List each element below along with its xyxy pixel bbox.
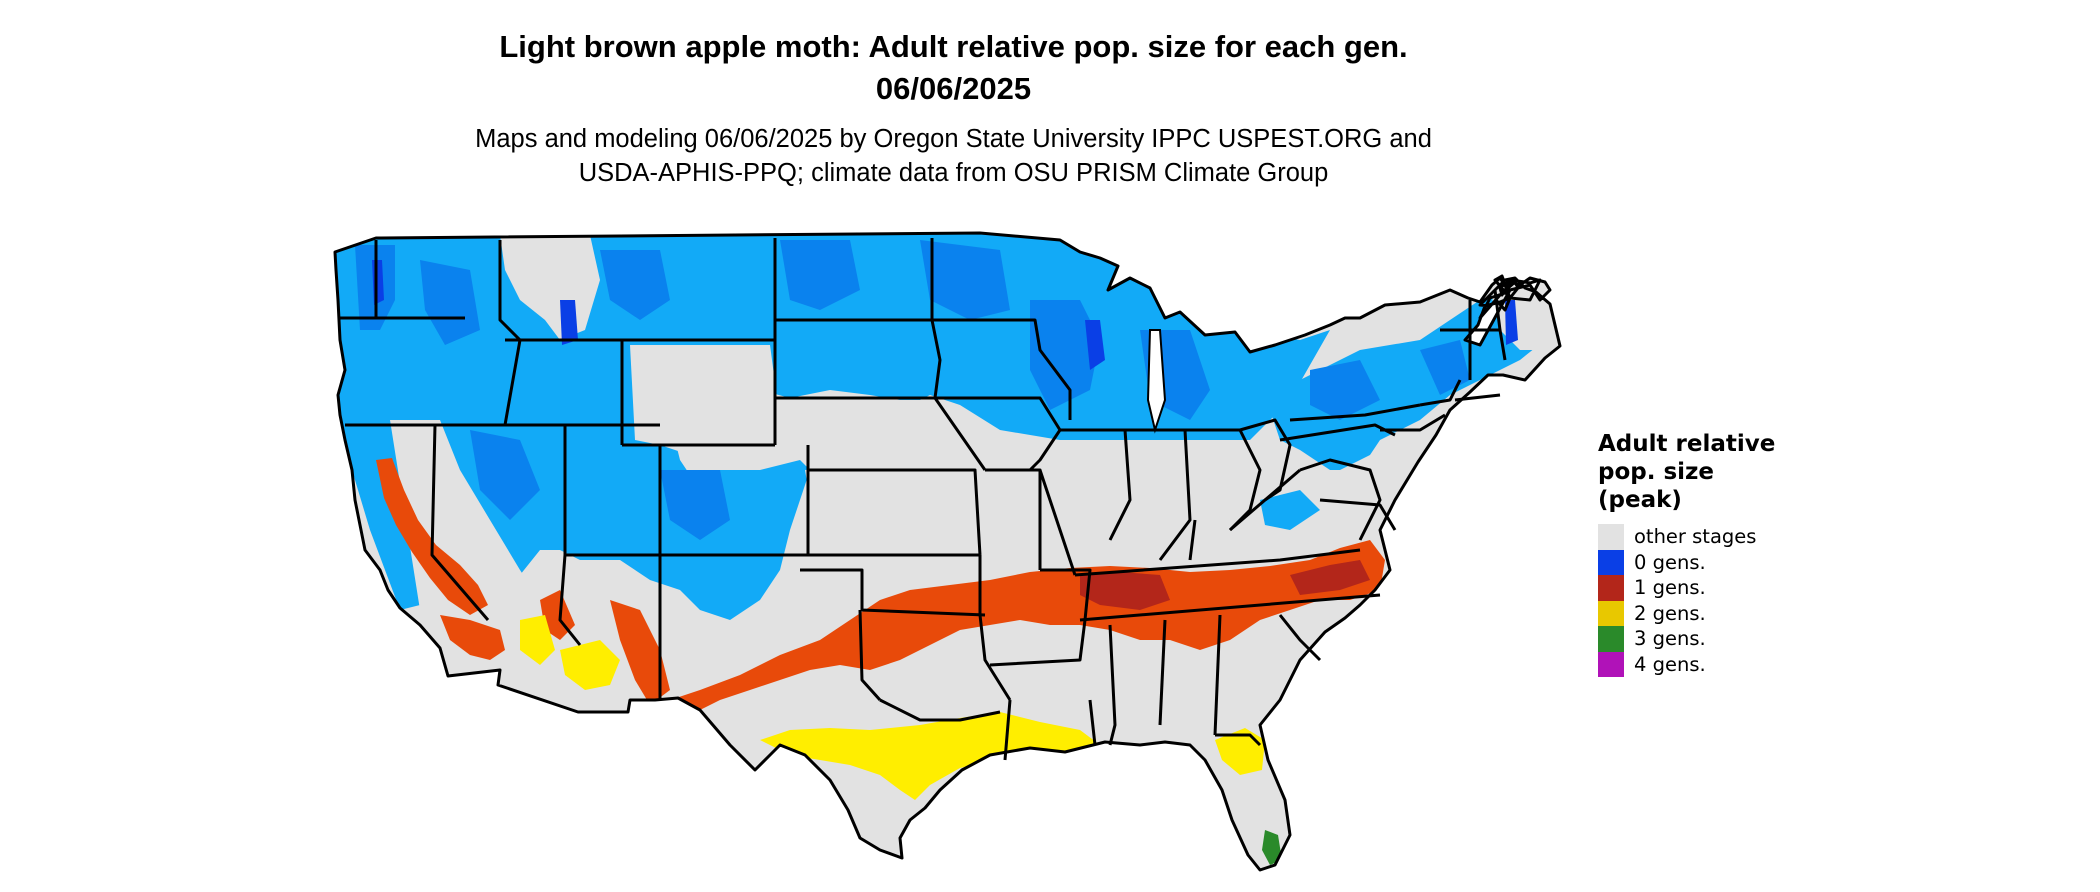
subtitle-line-2: USDA-APHIS-PPQ; climate data from OSU PR… [578, 159, 1329, 187]
legend-item-0-gens: 0 gens. [1598, 549, 1798, 575]
legend-title-line-2: pop. size [1598, 459, 1715, 485]
legend-title-line-3: (peak) [1598, 487, 1682, 513]
legend-label: 3 gens. [1634, 627, 1706, 651]
legend-item-1-gens: 1 gens. [1598, 575, 1798, 601]
legend-swatch [1598, 651, 1624, 677]
legend-swatch [1598, 575, 1624, 601]
legend-title: Adult relative pop. size (peak) [1598, 430, 1798, 514]
map-title: Light brown apple moth: Adult relative p… [0, 26, 1907, 110]
legend-item-3-gens: 3 gens. [1598, 626, 1798, 652]
legend-title-line-1: Adult relative [1598, 431, 1776, 457]
legend: Adult relative pop. size (peak) other st… [1598, 430, 1798, 677]
legend-label: 4 gens. [1634, 652, 1706, 676]
title-line-2: 06/06/2025 [875, 71, 1032, 106]
legend-swatch [1598, 600, 1624, 626]
subtitle-line-1: Maps and modeling 06/06/2025 by Oregon S… [475, 125, 1432, 153]
legend-label: other stages [1634, 525, 1757, 549]
legend-swatch [1598, 549, 1624, 575]
title-line-1: Light brown apple moth: Adult relative p… [499, 29, 1408, 64]
legend-item-other-stages: other stages [1598, 524, 1798, 550]
legend-label: 1 gens. [1634, 576, 1706, 600]
legend-item-2-gens: 2 gens. [1598, 600, 1798, 626]
legend-label: 0 gens. [1634, 550, 1706, 574]
legend-list: other stages 0 gens. 1 gens. 2 gens. 3 g… [1598, 524, 1798, 677]
legend-swatch [1598, 524, 1624, 550]
legend-label: 2 gens. [1634, 601, 1706, 625]
map-subtitle: Maps and modeling 06/06/2025 by Oregon S… [0, 122, 1907, 190]
legend-swatch [1598, 626, 1624, 652]
legend-item-4-gens: 4 gens. [1598, 651, 1798, 677]
